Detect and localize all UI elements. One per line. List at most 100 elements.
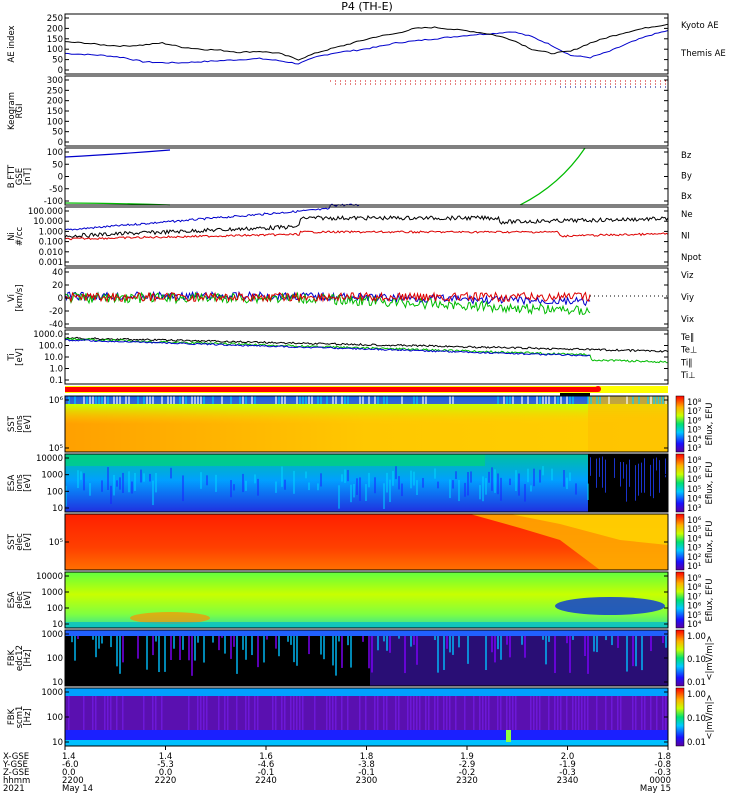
ylabel2-fbk1: edc12 [15,645,25,671]
fbk-edc-stripe [338,636,340,642]
ytick-label-b-3: -50 [49,185,63,195]
sst-ions-stripe [569,396,571,404]
fbk-scm-stripe [332,696,334,730]
ytick-label-fbk1-0: 1000 [41,630,63,640]
fbk-scm-stripe [530,696,532,730]
legend-b-0: Bz [681,151,692,161]
cbar-tick-sst_e-4: 10² [687,553,701,563]
ylabel-fbk1: FBK [7,649,17,666]
fbk-edc-stripe [587,636,589,674]
esa-ions-stripe [338,485,340,509]
xtick-6-4: May 15 [640,784,671,794]
xtick-1-1: -5.3 [157,760,174,770]
cbar-tick-esa_e-3: 10⁶ [687,602,702,612]
xtick-3-3: 2300 [356,776,378,786]
esa-elec-bottom-band [65,622,668,628]
fbk-edc-stripe [545,636,547,665]
fbk-scm-stripe [359,696,361,730]
fbk-edc-stripe [434,636,436,641]
sst-ions-stripe [560,396,562,404]
fbk-edc-stripe [596,636,598,653]
cbar-tick-fbk1-0: 1.00 [687,632,706,642]
sst-ions-stripe [335,396,337,404]
sst-ions-stripe [245,396,247,404]
xtick-4-3: 2320 [456,776,478,786]
legend-t-3: Ti⊥ [680,371,696,381]
ylabel2-sst_i: ions [15,415,25,433]
fbk-scm-stripe [299,696,301,730]
fbk-edc-stripe [110,636,112,648]
fbk-scm-stripe [374,696,376,730]
sst-ions-stripe [173,396,175,404]
ytick-label-n-5: 0.001 [39,258,63,268]
fbk-edc-stripe [188,636,190,661]
ae-series-0 [64,30,669,65]
ytick-label-v-4: -40 [49,320,63,330]
fbk-edc-stripe [221,636,223,638]
colorbar-sst_i [675,395,685,453]
fbk-edc-stripe [542,636,544,640]
fbk-scm-stripe [464,696,466,730]
ytick-label-esa_e-0: 10000 [36,572,63,582]
fbk-edc-stripe [617,636,619,648]
sst-ions-stripe [572,396,574,404]
fbk-scm-stripe [509,696,511,730]
fbk-edc-stripe [524,636,526,658]
fbk-scm-stripe [497,696,499,730]
sst-ions-stripe [653,396,655,404]
fbk-edc-stripe [650,636,652,652]
fbk-scm-stripe [68,696,70,730]
sst-ions-stripe [296,396,298,404]
xtick-2-2: -0.1 [258,768,275,778]
fbk-edc-stripe [641,636,643,671]
esa-ions-stripe [398,476,400,490]
xaxis-row-label-3: hhmm [3,776,30,786]
fbk-scm-stripe [443,696,445,730]
fbk-scm-stripe [446,696,448,730]
v-viz-line [64,291,591,304]
plot-title: P4 (TH-E) [341,0,393,13]
sst-ions-stripe [113,396,115,404]
esa-ions-late-stripe [623,462,624,479]
sst-ions-stripe [101,396,103,404]
ytick-label-keo-0: 300 [47,76,63,86]
ytick-label-esa_i-1: 1000 [41,471,63,481]
fbk-scm-stripe [539,696,541,730]
sst-ions-stripe [299,396,301,404]
xtick-0-4: May 14 [62,784,93,794]
sst-ions-stripe [656,396,658,404]
fbk-edc-stripe [296,636,298,666]
sst-ions-stripe [242,396,244,404]
esa-ions-stripe [401,483,403,497]
fbk-edc-stripe [398,636,400,639]
ylabel-fbk2: FBK [7,708,17,725]
fbk-edc-stripe [332,636,334,666]
ytick-label-keo-5: 50 [52,128,63,138]
fbk-edc-stripe [569,636,571,673]
fbk-edc-stripe [368,636,370,669]
sst-ions-stripe [86,396,88,404]
fbk-scm-stripe [281,696,283,730]
fbk-scm-stripe [482,696,484,730]
esa-ions-stripe [113,474,115,496]
esa-ions-stripe [374,477,376,494]
fbk-edc-stripe [446,636,448,649]
fbk-scm-stripe [485,696,487,730]
fbk-edc-stripe [662,636,664,644]
fbk-edc-stripe [74,636,76,661]
ytick-label-t-3: 1.0 [49,365,63,375]
line-plot-layer [64,23,669,364]
fbk-scm-stripe [293,696,295,730]
sst-ions-stripe [152,396,154,404]
esa-ions-stripe [422,477,424,488]
n-npot-line [64,203,360,231]
legend-b-1: By [681,172,692,182]
sst-ions-stripe [506,396,508,404]
fbk-scm-stripe [254,696,256,730]
fbk-scm-stripe [365,696,367,730]
fbk-edc-stripe [521,636,523,645]
fbk-scm-stripe [665,696,667,730]
fbk-scm-stripe [635,696,637,730]
ytick-label-esa_i-0: 10000 [36,454,63,464]
sst-ions-stripe [320,396,322,404]
